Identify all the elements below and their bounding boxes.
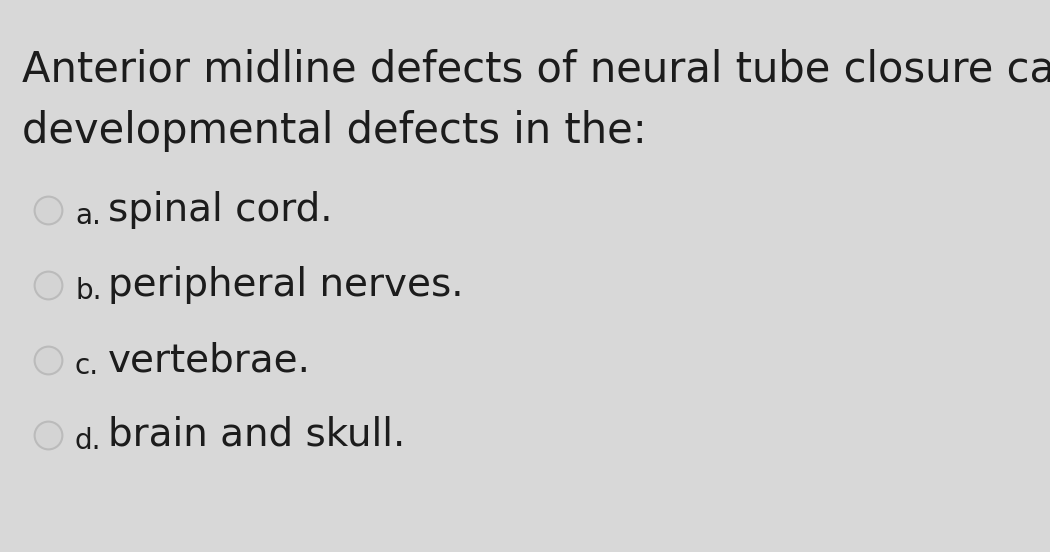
Text: d.: d. [75, 427, 102, 455]
Text: brain and skull.: brain and skull. [108, 416, 405, 454]
Text: developmental defects in the:: developmental defects in the: [22, 110, 647, 152]
Text: b.: b. [75, 277, 102, 305]
Text: peripheral nerves.: peripheral nerves. [108, 266, 464, 304]
Text: c.: c. [75, 352, 99, 380]
Text: Anterior midline defects of neural tube closure cause: Anterior midline defects of neural tube … [22, 48, 1050, 90]
Text: a.: a. [75, 202, 101, 230]
Text: spinal cord.: spinal cord. [108, 191, 333, 229]
Text: vertebrae.: vertebrae. [108, 341, 311, 379]
